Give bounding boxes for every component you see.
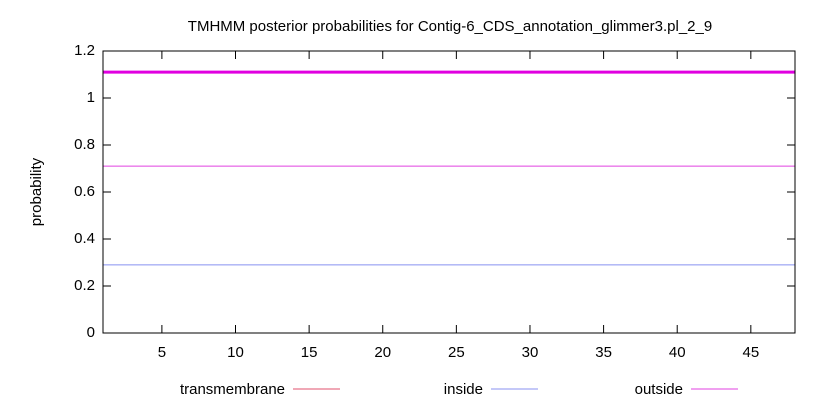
legend-label: inside xyxy=(444,381,483,398)
legend-label: transmembrane xyxy=(180,381,285,398)
x-tick-label: 35 xyxy=(595,344,612,361)
y-tick-label: 0.8 xyxy=(74,136,95,153)
y-tick-label: 0.6 xyxy=(74,183,95,200)
x-tick-label: 30 xyxy=(522,344,539,361)
y-tick-label: 1 xyxy=(87,89,95,106)
y-tick-label: 0.4 xyxy=(74,230,95,247)
x-tick-label: 5 xyxy=(158,344,166,361)
x-tick-label: 25 xyxy=(448,344,465,361)
y-axis-label: probability xyxy=(28,157,45,226)
y-tick-label: 1.2 xyxy=(74,42,95,59)
x-tick-label: 20 xyxy=(374,344,391,361)
y-tick-label: 0 xyxy=(87,324,95,341)
x-tick-label: 10 xyxy=(227,344,244,361)
x-tick-label: 15 xyxy=(301,344,318,361)
chart-title: TMHMM posterior probabilities for Contig… xyxy=(188,18,712,35)
y-tick-label: 0.2 xyxy=(74,277,95,294)
legend-label: outside xyxy=(635,381,683,398)
x-tick-label: 40 xyxy=(669,344,686,361)
x-tick-label: 45 xyxy=(742,344,759,361)
plot-frame xyxy=(102,50,796,334)
